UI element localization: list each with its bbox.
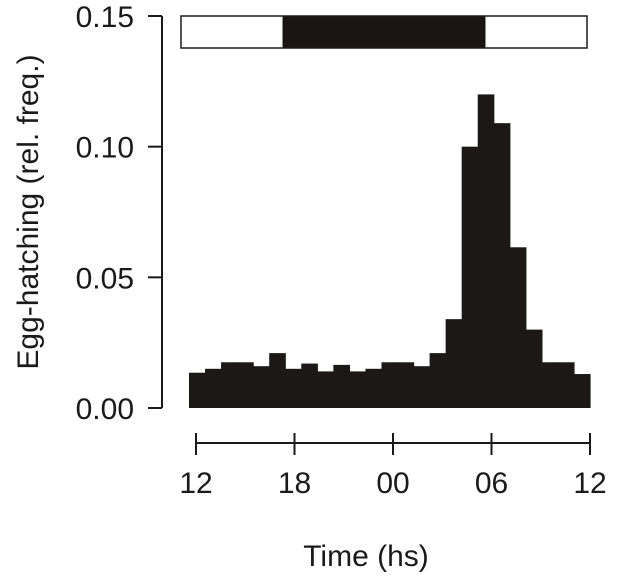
y-tick-label: 0.05	[76, 262, 134, 295]
histogram-bar	[285, 368, 302, 408]
histogram-bar	[509, 247, 527, 408]
x-tick-label: 18	[278, 467, 311, 500]
histogram-bar	[525, 329, 543, 408]
histogram-bar	[573, 374, 591, 408]
x-tick-label: 12	[573, 467, 606, 500]
photoperiod-light-segment	[181, 16, 283, 48]
histogram-bar	[333, 364, 350, 408]
y-tick-label: 0.15	[76, 1, 134, 34]
y-axis: 0.00 0.05 0.10 0.15	[76, 1, 163, 426]
x-tick-label: 12	[179, 467, 212, 500]
x-axis: 12 18 00 06 12	[179, 433, 607, 500]
histogram-bar	[413, 366, 431, 408]
histogram-bar	[397, 362, 415, 408]
histogram-bar	[541, 362, 559, 408]
y-axis-label: Egg-hatching (rel. freq.)	[12, 54, 45, 369]
histogram-bar	[461, 146, 479, 409]
x-tick-label: 06	[475, 467, 508, 500]
histogram-bar	[221, 362, 238, 408]
photoperiod-frame	[180, 15, 588, 49]
histogram-bar	[237, 362, 254, 408]
histogram-bar	[349, 371, 367, 408]
histogram-bar	[301, 363, 318, 408]
histogram-bar	[493, 123, 511, 409]
histogram-bar	[269, 353, 286, 408]
photoperiod-light-segment	[485, 16, 587, 48]
histogram-bar	[381, 362, 399, 408]
y-tick-label: 0.00	[76, 393, 134, 426]
photoperiod-bar	[180, 15, 588, 49]
x-axis-label: Time (hs)	[303, 540, 429, 573]
histogram-bar	[477, 94, 495, 409]
histogram-bar	[317, 371, 334, 408]
histogram-bar	[189, 372, 206, 408]
histogram-bars	[189, 94, 591, 409]
histogram-bar	[253, 366, 270, 408]
histogram-bar	[205, 368, 222, 408]
histogram-bar	[445, 319, 463, 408]
y-tick-label: 0.10	[76, 132, 134, 165]
histogram-bar	[557, 362, 575, 408]
photoperiod-dark-segment	[282, 16, 486, 48]
histogram-bar	[429, 353, 447, 408]
x-tick-label: 00	[376, 467, 409, 500]
histogram-bar	[365, 368, 383, 408]
